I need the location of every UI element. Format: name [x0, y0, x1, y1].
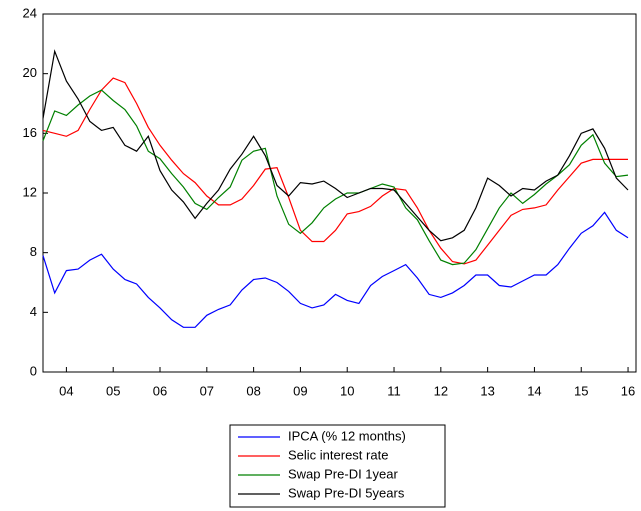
y-tick-label: 24	[23, 5, 37, 20]
legend-box	[229, 424, 446, 508]
series-line	[42, 89, 629, 266]
x-tick-label: 15	[574, 383, 588, 398]
y-tick-label: 0	[30, 363, 37, 378]
legend-label: Swap Pre-DI 5years	[288, 485, 405, 500]
x-tick-label: 13	[480, 383, 494, 398]
x-tick-label: 14	[527, 383, 541, 398]
y-tick-label: 20	[23, 65, 37, 80]
x-tick-label: 06	[153, 383, 167, 398]
y-tick-label: 12	[23, 184, 37, 199]
y-tick-label: 8	[30, 244, 37, 259]
y-tick-label: 4	[30, 304, 37, 319]
x-tick-label: 07	[200, 383, 214, 398]
x-tick-label: 16	[621, 383, 635, 398]
legend-label: IPCA (% 12 months)	[288, 428, 406, 443]
series-line	[42, 49, 629, 242]
x-tick-label: 05	[106, 383, 120, 398]
legend-label: Swap Pre-DI 1year	[288, 466, 398, 481]
x-tick-label: 09	[293, 383, 307, 398]
series-line	[42, 77, 628, 265]
x-tick-label: 11	[387, 383, 401, 398]
legend-label: Selic interest rate	[288, 447, 388, 462]
x-tick-label: 10	[340, 383, 354, 398]
plot-frame	[42, 13, 637, 373]
series-line	[42, 211, 629, 328]
x-tick-label: 04	[59, 383, 73, 398]
x-tick-label: 08	[246, 383, 260, 398]
y-tick-label: 16	[23, 125, 37, 140]
x-tick-label: 12	[434, 383, 448, 398]
